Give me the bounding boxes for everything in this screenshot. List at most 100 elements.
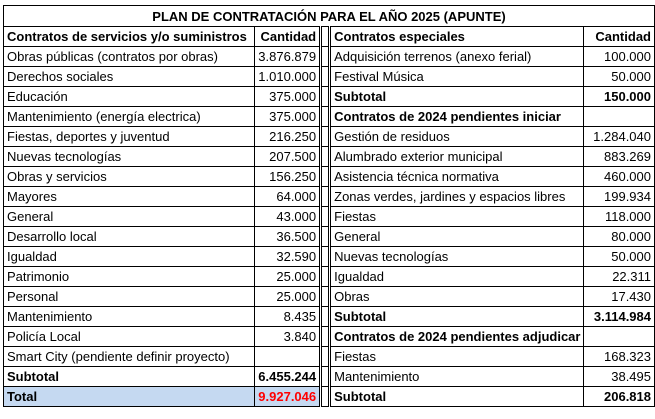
table-row: Nuevas tecnologías 207.500 Alumbrado exter… (2, 146, 655, 167)
left-item-label: General (2, 206, 256, 227)
left-item-quantity: 64.000 (254, 186, 323, 207)
especiales-item-quantity: 50.000 (583, 66, 655, 87)
table-row: Subtotal 6.455.244 Mantenimiento 38.495 (2, 366, 655, 387)
column-separator (320, 326, 331, 347)
left-item-quantity: 43.000 (254, 206, 323, 227)
iniciar-header-label: Contratos de 2024 pendientes iniciar (328, 106, 585, 127)
left-item-quantity: 216.250 (254, 126, 323, 147)
left-item-label: Obras públicas (contratos por obras) (2, 46, 256, 67)
table-row: Smart City (pendiente definir proyecto) F… (2, 346, 655, 367)
column-separator (320, 186, 331, 207)
iniciar-item-quantity: 883.269 (583, 146, 655, 167)
iniciar-item-label: Fiestas (328, 206, 585, 227)
adjudicar-subtotal-quantity: 206.818 (583, 386, 655, 407)
table-row: General 43.000 Fiestas 118.000 (2, 206, 655, 227)
left-item-quantity: 8.435 (254, 306, 323, 327)
column-separator (320, 206, 331, 227)
left-total-quantity: 9.927.046 (254, 386, 323, 407)
table-row: Policía Local 3.840 Contratos de 2024 pend… (2, 326, 655, 347)
column-separator (320, 266, 331, 287)
left-item-label: Educación (2, 86, 256, 107)
left-item-label: Personal (2, 286, 256, 307)
column-separator (320, 46, 331, 67)
iniciar-item-label: Obras (328, 286, 585, 307)
left-item-label: Igualdad (2, 246, 256, 267)
left-item-quantity: 25.000 (254, 286, 323, 307)
column-separator (320, 386, 331, 407)
left-item-label: Desarrollo local (2, 226, 256, 247)
iniciar-item-label: Nuevas tecnologías (328, 246, 585, 267)
table-row: Educación 375.000 Subtotal 150.000 (2, 86, 655, 107)
table-row: Patrimonio 25.000 Igualdad 22.311 (2, 266, 655, 287)
iniciar-header-quantity (583, 106, 655, 127)
table-row: Obras públicas (contratos por obras) 3.87… (2, 46, 655, 67)
especiales-header-quantity: Cantidad (583, 26, 655, 47)
left-item-quantity: 36.500 (254, 226, 323, 247)
left-item-quantity: 207.500 (254, 146, 323, 167)
iniciar-item-quantity: 50.000 (583, 246, 655, 267)
left-item-quantity: 156.250 (254, 166, 323, 187)
left-item-quantity: 375.000 (254, 106, 323, 127)
iniciar-item-quantity: 17.430 (583, 286, 655, 307)
table-row: Desarrollo local 36.500 General 80.000 (2, 226, 655, 247)
especiales-subtotal-quantity: 150.000 (583, 86, 655, 107)
table-row: Total 9.927.046 Subtotal 206.818 (2, 386, 655, 407)
left-item-label: Mantenimiento (energía electrica) (2, 106, 256, 127)
iniciar-item-label: General (328, 226, 585, 247)
left-item-quantity: 3.876.879 (254, 46, 323, 67)
adjudicar-header-label: Contratos de 2024 pendientes adjudicar (328, 326, 585, 347)
left-header-label: Contratos de servicios y/o suministros (2, 26, 256, 47)
column-separator (320, 306, 331, 327)
adjudicar-header-quantity (583, 326, 655, 347)
column-separator (320, 26, 331, 47)
contracting-plan-table: PLAN DE CONTRATACIÓN PARA EL AÑO 2025 (A… (2, 5, 655, 407)
adjudicar-item-quantity: 38.495 (583, 366, 655, 387)
iniciar-item-quantity: 199.934 (583, 186, 655, 207)
left-item-label: Derechos sociales (2, 66, 256, 87)
left-item-label: Policía Local (2, 326, 256, 347)
left-item-label: Smart City (pendiente definir proyecto) (2, 346, 256, 367)
column-separator (320, 366, 331, 387)
especiales-item-label: Adquisición terrenos (anexo ferial) (328, 46, 585, 67)
iniciar-subtotal-label: Subtotal (328, 306, 585, 327)
left-item-label: Nuevas tecnologías (2, 146, 256, 167)
column-separator (320, 166, 331, 187)
table-row: Mayores 64.000 Zonas verdes, jardines y es… (2, 186, 655, 207)
column-separator (320, 86, 331, 107)
column-separator (320, 146, 331, 167)
iniciar-item-label: Asistencia técnica normativa (328, 166, 585, 187)
adjudicar-item-label: Fiestas (328, 346, 585, 367)
column-separator (320, 226, 331, 247)
table-row: Obras y servicios 156.250 Asistencia técni… (2, 166, 655, 187)
left-item-label: Fiestas, deportes y juventud (2, 126, 256, 147)
table-row: Fiestas, deportes y juventud 216.250 Gesti… (2, 126, 655, 147)
left-item-quantity: 25.000 (254, 266, 323, 287)
left-item-quantity: 3.840 (254, 326, 323, 347)
column-separator (320, 286, 331, 307)
title-row: PLAN DE CONTRATACIÓN PARA EL AÑO 2025 (A… (3, 5, 655, 27)
iniciar-item-quantity: 1.284.040 (583, 126, 655, 147)
table-row: Igualdad 32.590 Nuevas tecnologías 50.000 (2, 246, 655, 267)
iniciar-item-quantity: 80.000 (583, 226, 655, 247)
iniciar-item-label: Igualdad (328, 266, 585, 287)
column-separator (320, 246, 331, 267)
left-item-label: Mantenimiento (2, 306, 256, 327)
column-separator (320, 126, 331, 147)
left-item-quantity: 375.000 (254, 86, 323, 107)
left-item-label: Patrimonio (2, 266, 256, 287)
table-row: Mantenimiento (energía electrica) 375.000… (2, 106, 655, 127)
especiales-subtotal-label: Subtotal (328, 86, 585, 107)
iniciar-item-label: Zonas verdes, jardines y espacios libres (328, 186, 585, 207)
left-item-quantity: 32.590 (254, 246, 323, 267)
especiales-item-quantity: 100.000 (583, 46, 655, 67)
table-row: Contratos de servicios y/o suministros Ca… (2, 26, 655, 47)
left-subtotal-label: Subtotal (2, 366, 256, 387)
table-row: Mantenimiento 8.435 Subtotal 3.114.984 (2, 306, 655, 327)
iniciar-item-quantity: 118.000 (583, 206, 655, 227)
iniciar-item-quantity: 460.000 (583, 166, 655, 187)
especiales-header-label: Contratos especiales (328, 26, 585, 47)
left-header-quantity: Cantidad (254, 26, 323, 47)
adjudicar-subtotal-label: Subtotal (328, 386, 585, 407)
table-title: PLAN DE CONTRATACIÓN PARA EL AÑO 2025 (A… (3, 5, 655, 27)
left-subtotal-quantity: 6.455.244 (254, 366, 323, 387)
